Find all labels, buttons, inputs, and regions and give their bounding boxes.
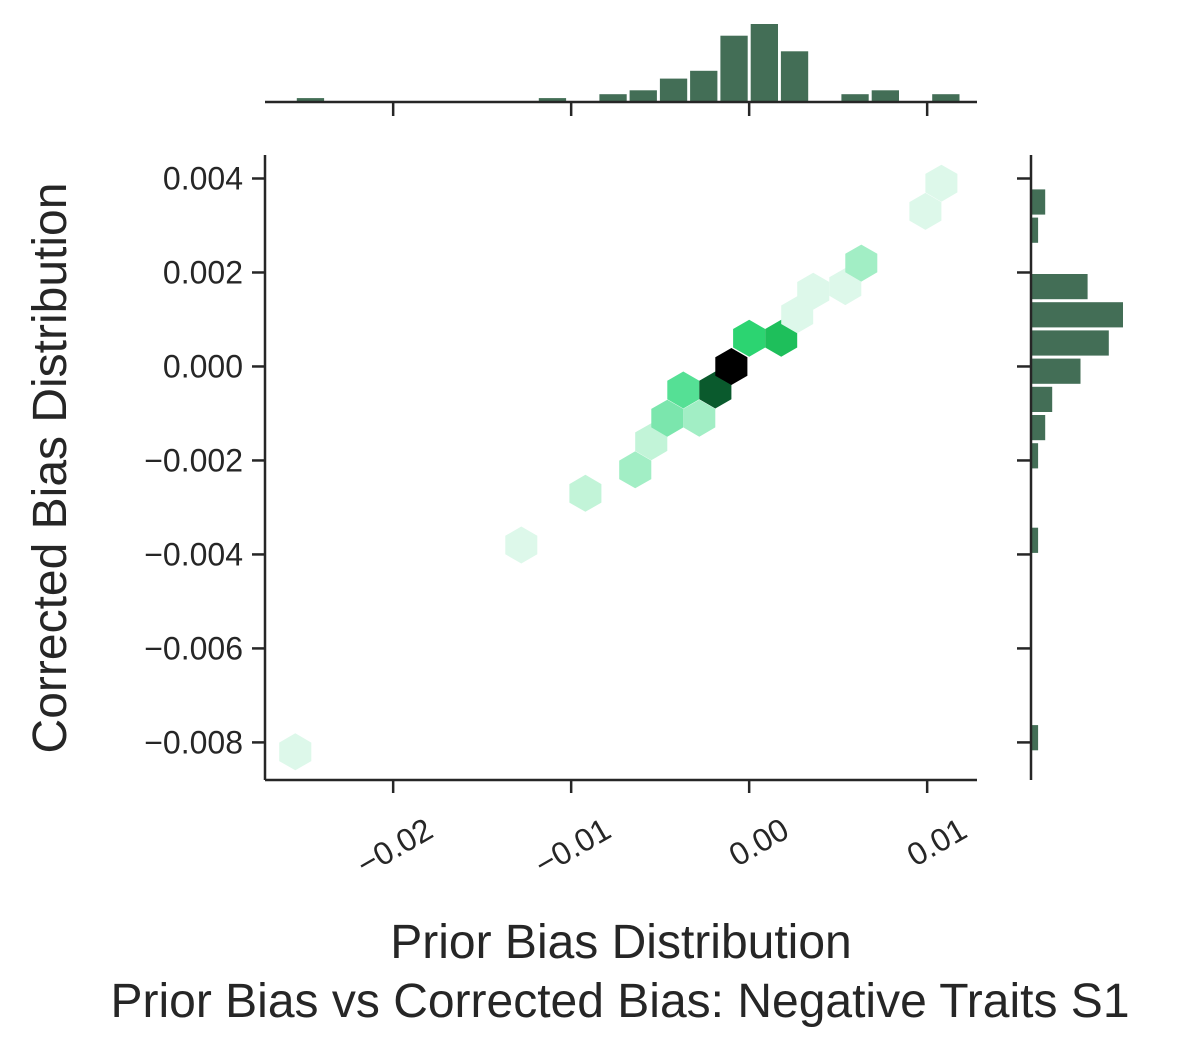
x-marginal-bar-19 [841, 94, 869, 102]
hexbin-layer [279, 164, 958, 771]
y-tick-label-6: −0.008 [144, 724, 243, 760]
y-tick-label-3: −0.002 [144, 442, 243, 478]
hexbin-16 [909, 192, 942, 230]
hexbin-1 [505, 526, 538, 564]
x-marginal-bar-1 [296, 98, 325, 102]
y-tick-label-5: −0.006 [144, 630, 243, 666]
hexbin-13 [797, 272, 830, 310]
y-marginal-bar-20 [1031, 189, 1046, 215]
hexbin-3 [619, 451, 652, 489]
x-marginal-bar-16 [750, 24, 778, 102]
hexbin-9 [715, 348, 748, 385]
x-marginal-bar-13 [659, 78, 688, 102]
hexbin-0 [279, 733, 312, 771]
x-marginal-bar-14 [690, 70, 718, 102]
y-marginal-bar-12 [1031, 415, 1046, 441]
hexbin-4 [635, 423, 668, 461]
y-marginal-bar-16 [1031, 302, 1123, 328]
y-axis-title: Corrected Bias Distribution [24, 183, 77, 754]
hexbin-2 [569, 474, 602, 512]
y-marginal-bar-13 [1031, 386, 1053, 412]
x-marginal-bar-22 [932, 94, 960, 102]
y-marginal-bar-15 [1031, 330, 1109, 356]
x-tick-label-0: −0.02 [351, 811, 439, 883]
x-marginal-bar-12 [629, 90, 657, 102]
hexbin-12 [781, 296, 814, 334]
hexbin-6 [683, 399, 716, 437]
hexbin-17 [925, 164, 958, 202]
hexbin-14 [829, 268, 862, 306]
y-marginal-histogram [1017, 155, 1123, 780]
y-marginal-bar-8 [1031, 527, 1039, 553]
hexbin-8 [699, 371, 732, 409]
x-tick-label-3: 0.01 [901, 811, 973, 873]
x-marginal-bar-9 [538, 98, 567, 102]
y-marginal-bar-17 [1031, 274, 1088, 300]
x-marginal-bar-15 [720, 35, 748, 103]
y-marginal-bar-19 [1031, 217, 1039, 243]
hexbin-7 [667, 371, 700, 409]
x-marginal-bar-11 [599, 94, 627, 102]
y-tick-label-2: 0.000 [163, 348, 243, 384]
x-tick-label-1: −0.01 [529, 811, 617, 883]
x-tick-label-2: 0.00 [723, 811, 795, 873]
x-axis-title: Prior Bias Distribution [390, 916, 851, 969]
y-marginal-bar-14 [1031, 358, 1081, 384]
x-marginal-histogram [265, 24, 977, 116]
x-marginal-bar-20 [871, 90, 899, 102]
chart-title: Prior Bias vs Corrected Bias: Negative T… [110, 975, 1129, 1028]
y-tick-label-1: 0.002 [163, 254, 243, 290]
y-tick-label-4: −0.004 [144, 536, 243, 572]
y-marginal-bar-11 [1031, 443, 1039, 469]
y-marginal-bar-1 [1031, 725, 1039, 751]
hexbin-15 [845, 244, 878, 282]
hexbin-10 [733, 319, 766, 357]
hexbin-5 [651, 399, 684, 437]
hexbin-11 [765, 319, 798, 357]
y-tick-label-0: 0.004 [163, 160, 243, 196]
x-marginal-bar-17 [780, 51, 809, 102]
